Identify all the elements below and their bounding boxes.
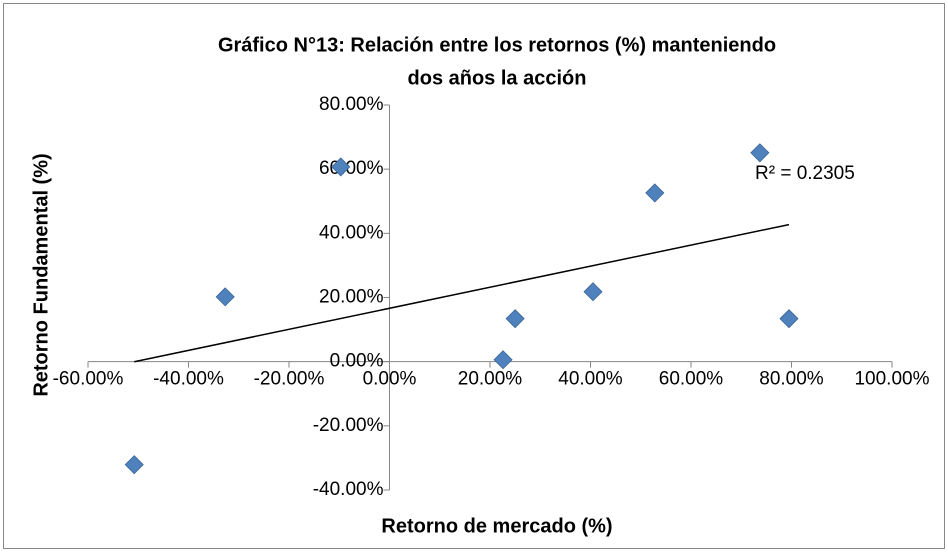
- x-tick-label: 100.00%: [854, 369, 929, 390]
- y-tick-label: 40.00%: [319, 222, 384, 243]
- y-tick-label: 60.00%: [319, 158, 384, 179]
- point: [779, 309, 799, 329]
- annotation: R² = 0.2305: [755, 163, 855, 184]
- x-tick-label: 0.00%: [363, 369, 417, 390]
- point: [505, 309, 525, 329]
- x-tick-label: -60.00%: [53, 369, 124, 390]
- point: [750, 143, 770, 163]
- x-tick-label: -20.00%: [254, 369, 325, 390]
- x-axis-title: Retorno de mercado (%): [381, 515, 612, 537]
- x-tick-label: -40.00%: [153, 369, 224, 390]
- x-tick-label: 20.00%: [458, 369, 523, 390]
- y-tick-label: 20.00%: [319, 287, 384, 308]
- y-axis-title: Retorno Fundamental (%): [30, 153, 52, 396]
- y-tick-label: 80.00%: [319, 94, 384, 115]
- y-tick-label: -40.00%: [313, 479, 384, 500]
- point: [645, 183, 665, 203]
- point: [331, 157, 351, 177]
- point: [493, 350, 513, 370]
- point: [215, 287, 235, 307]
- x-tick-label: 80.00%: [759, 369, 824, 390]
- x-tick-label: 40.00%: [558, 369, 623, 390]
- chart-border: [3, 3, 945, 549]
- y-tick-label: -20.00%: [313, 415, 384, 436]
- x-tick-label: 60.00%: [659, 369, 724, 390]
- point: [124, 455, 144, 475]
- point: [583, 282, 603, 302]
- trendline: [134, 223, 790, 363]
- chart-title: dos años la acción: [408, 67, 587, 89]
- chart-title: Gráfico N°13: Relación entre los retorno…: [218, 34, 776, 56]
- y-tick-label: 0.00%: [330, 351, 384, 372]
